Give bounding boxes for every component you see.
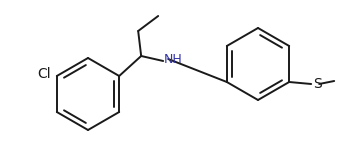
Text: Cl: Cl (37, 67, 51, 81)
Text: S: S (313, 77, 322, 91)
Text: NH: NH (164, 53, 183, 66)
